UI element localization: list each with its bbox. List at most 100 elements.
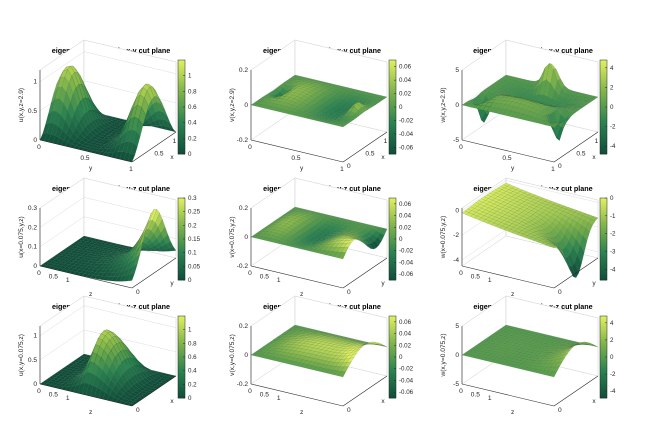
colorbar-segment <box>178 62 185 66</box>
colorbar-tick-label: -0.02 <box>399 117 414 124</box>
colorbar-segment <box>600 220 607 223</box>
colorbar: -0.06 -0.04 -0.02 0 0.02 0.04 0.06 <box>388 197 414 281</box>
colorbar-segment <box>600 130 607 134</box>
colorbar-segment <box>178 76 185 80</box>
z-tick-label: 0 <box>244 102 248 109</box>
colorbar-segment <box>389 97 396 101</box>
bottom-tick-label: 0.5 <box>471 273 480 280</box>
colorbar-segment <box>389 76 396 80</box>
colorbar-segment <box>389 132 396 136</box>
vertical-axis-label: v(x=0.075,y,z) <box>229 216 236 257</box>
colorbar-segment <box>600 263 607 267</box>
colorbar-segment <box>389 202 396 205</box>
colorbar-segment <box>178 210 185 213</box>
colorbar-tick-label: 4 <box>610 320 614 327</box>
colorbar-segment <box>600 95 607 98</box>
colorbar-segment <box>600 97 607 101</box>
colorbar-segment <box>600 253 607 256</box>
colorbar-segment <box>389 273 396 277</box>
z-tick-label: -4 <box>453 257 459 264</box>
colorbar-segment <box>178 81 185 84</box>
colorbar-segment <box>389 95 396 98</box>
bottom-tick-label: 0 <box>248 270 252 277</box>
colorbar: 0 0.2 0.4 0.6 0.8 1 <box>177 59 197 158</box>
depth-tick-label: 0.5 <box>365 151 374 158</box>
colorbar-segment <box>389 269 396 273</box>
z-tick-label: -0.2 <box>237 137 249 144</box>
colorbar-segment <box>389 214 396 217</box>
colorbar-segment <box>178 222 185 226</box>
colorbar-segment <box>389 212 396 215</box>
bottom-tick-label: 1 <box>340 166 344 173</box>
colorbar-segment <box>389 85 396 89</box>
colorbar-segment <box>389 206 396 209</box>
colorbar-segment <box>178 269 185 273</box>
colorbar-tick-label: 0.2 <box>188 135 197 142</box>
colorbar-segment <box>389 64 396 68</box>
colorbar-segment <box>389 200 396 203</box>
colorbar-segment <box>600 234 607 238</box>
depth-axis <box>131 131 177 163</box>
colorbar-segment <box>600 125 607 129</box>
colorbar-tick-label: 0.04 <box>399 213 412 220</box>
colorbar-segment <box>178 118 185 122</box>
colorbar-segment <box>178 232 185 236</box>
colorbar-segment <box>389 144 396 148</box>
colorbar-segment <box>389 263 396 267</box>
surface <box>250 206 388 260</box>
chart-panel-7: eigenmode u(x,y,z) in x-z cut plane00.51… <box>18 295 197 416</box>
colorbar-segment <box>600 78 607 82</box>
axes-lines <box>39 208 177 289</box>
depth-tick-label: 0 <box>558 163 562 170</box>
surface-patch <box>338 124 347 128</box>
z-gridline <box>39 177 177 209</box>
colorbar-segment <box>389 128 396 131</box>
colorbar-segment <box>178 259 185 262</box>
colorbar-segment <box>389 230 396 234</box>
colorbar-tick-label: 0 <box>188 277 192 284</box>
colorbar-segment <box>389 275 396 279</box>
colorbar-segment <box>600 239 607 242</box>
bottom-tick-label: 0 <box>37 144 41 151</box>
colorbar-segment <box>600 104 607 108</box>
colorbar-segment <box>389 316 396 319</box>
colorbar-segment <box>178 116 185 120</box>
z-gridline <box>39 197 177 228</box>
colorbar-segment <box>600 139 607 143</box>
depth-tick-label: 0 <box>136 407 140 414</box>
colorbar-segment <box>600 81 607 84</box>
colorbar-segment <box>178 144 185 148</box>
chart-panel-3: eigenmode w(x,y,z) in x-y cut plane-5050… <box>440 39 616 173</box>
bottom-axis <box>250 265 344 289</box>
colorbar-segment <box>178 241 185 244</box>
colorbar: -4 -2 0 2 4 <box>599 59 616 155</box>
colorbar-segment <box>600 222 607 226</box>
chart-panel-2: eigenmode v(x,y,z) in x-y cut plane-0.20… <box>229 39 414 173</box>
z-tick-label: 0 <box>33 263 37 270</box>
colorbar-segment <box>178 139 185 143</box>
colorbar-segment <box>600 259 607 262</box>
colorbar-segment <box>600 224 607 228</box>
colorbar-segment <box>389 253 396 256</box>
colorbar-segment <box>389 228 396 232</box>
bottom-axis <box>461 265 555 289</box>
depth-axis-label: x <box>381 154 385 161</box>
colorbar-tick-label: -0.06 <box>399 271 414 278</box>
depth-tick-label: 0 <box>558 407 562 414</box>
axes-lines <box>250 70 388 163</box>
colorbar-segment <box>600 275 607 279</box>
colorbar-segment <box>178 226 185 230</box>
colorbar-segment <box>600 269 607 273</box>
colorbar-segment <box>600 273 607 277</box>
bottom-axis <box>250 139 344 163</box>
colorbar-segment <box>389 239 396 242</box>
colorbar-segment <box>389 135 396 138</box>
z-gridline <box>250 39 388 71</box>
colorbar-segment <box>600 245 607 248</box>
colorbar-tick-label: 0.2 <box>188 381 197 388</box>
colorbar-tick-label: -4 <box>610 388 616 395</box>
vertical-axis-label: w(x=0.075,y,z) <box>440 216 447 260</box>
colorbar-segment <box>178 202 185 205</box>
depth-tick-label: 0 <box>558 289 562 296</box>
colorbar-tick-label: 0.02 <box>399 342 412 349</box>
